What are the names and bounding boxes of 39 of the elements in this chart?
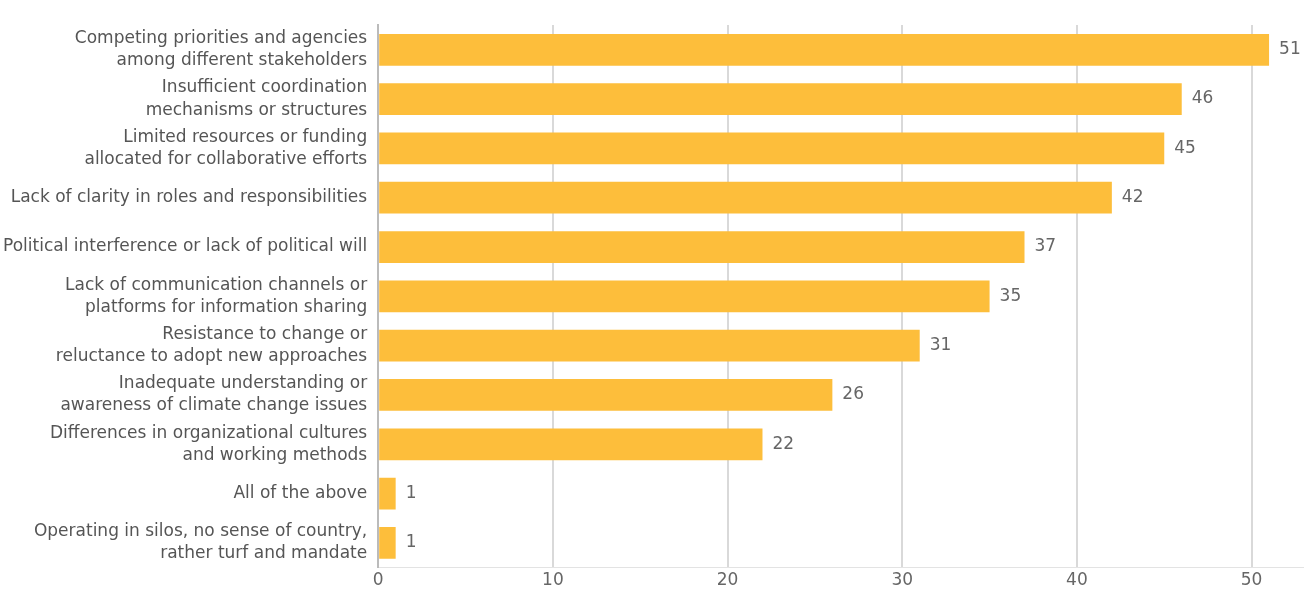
- x-tick-label: 40: [1066, 569, 1088, 590]
- bar: [379, 428, 763, 461]
- data-label: 42: [1121, 186, 1144, 207]
- bar: [379, 132, 1165, 165]
- bar: [379, 280, 990, 313]
- bar: [379, 33, 1270, 66]
- data-label: 45: [1174, 136, 1196, 157]
- data-label: 1: [405, 531, 417, 552]
- bar: [379, 477, 396, 510]
- x-tick-label: 50: [1240, 569, 1263, 590]
- data-label: 35: [999, 284, 1022, 305]
- data-label: 51: [1279, 38, 1301, 59]
- data-label: 46: [1191, 87, 1214, 108]
- bar: [379, 83, 1182, 115]
- y-tick-label: Inadequate understanding or awareness of climate change issues: [60, 372, 368, 415]
- y-tick-label: All of the above: [233, 482, 368, 503]
- data-label: 26: [842, 383, 865, 404]
- y-tick-label: Lack of communication channels or platforms for information sharing: [65, 273, 368, 316]
- y-tick-label: Insufficient coordination mechanisms or structures: [145, 76, 368, 119]
- y-tick-label: Political interference or lack of political will: [2, 235, 368, 256]
- x-tick-label: 10: [542, 569, 564, 590]
- y-tick-label: Resistance to change or reluctance to adopt new approaches: [55, 323, 368, 366]
- x-tick-label: 30: [891, 569, 914, 590]
- y-tick-label: Competing priorities and agencies among different stakeholders: [74, 27, 368, 70]
- bar: [379, 329, 920, 362]
- y-tick-label: Differences in organizational cultures and working methods: [49, 421, 368, 464]
- x-tick-label: 20: [716, 569, 739, 590]
- y-tick-label: Limited resources or funding allocated for collaborative efforts: [84, 125, 368, 168]
- bar: [379, 527, 396, 559]
- data-label: 37: [1034, 235, 1057, 256]
- data-label: 1: [405, 482, 417, 503]
- x-tick-label: 0: [372, 569, 384, 590]
- y-tick-label: Lack of clarity in roles and responsibilities: [10, 186, 368, 207]
- bar: [379, 181, 1112, 214]
- data-label: 22: [772, 432, 795, 453]
- y-tick-label: Operating in silos, no sense of country, rather turf and mandate: [33, 520, 368, 563]
- bar: [379, 379, 833, 411]
- bar: [379, 231, 1025, 263]
- data-label: 31: [929, 334, 952, 355]
